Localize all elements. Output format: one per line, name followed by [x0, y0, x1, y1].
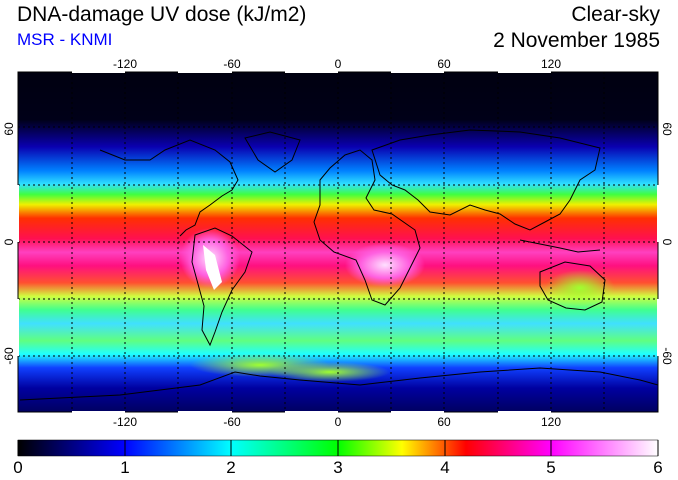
colorbar-label: 5	[546, 458, 556, 477]
colorbar-label: 1	[120, 458, 130, 477]
greenland-coast	[244, 131, 301, 173]
coastlines	[19, 129, 658, 401]
colorbar-label: 6	[653, 458, 663, 477]
colorbar-label: 3	[333, 458, 343, 477]
lat-label: 60	[2, 122, 16, 136]
graticule	[18, 72, 658, 412]
lon-label: 60	[437, 415, 451, 429]
latitude-labels-left: 60 0 -60	[2, 122, 16, 365]
lat-label: -60	[660, 347, 674, 365]
lat-label: -60	[2, 347, 16, 365]
antarctica-coast	[19, 367, 658, 401]
lon-label: -60	[223, 415, 241, 429]
indonesia-coast	[519, 239, 601, 253]
lon-label: -60	[223, 57, 241, 71]
date-label: 2 November 1985	[493, 29, 660, 52]
map-title: DNA-damage UV dose (kJ/m2)	[17, 3, 307, 26]
sky-condition-label: Clear-sky	[571, 3, 660, 26]
lon-label: 120	[541, 57, 561, 71]
latitude-labels-right: 60 0 -60	[660, 122, 674, 365]
north-america-coast	[99, 139, 239, 237]
colorbar-ticks	[17, 440, 659, 456]
australia-coast	[539, 261, 606, 311]
lat-label: 0	[660, 239, 674, 246]
south-america-coast	[191, 227, 253, 347]
frame-ticks	[17, 71, 659, 413]
lon-label: -120	[113, 57, 137, 71]
lon-label: 60	[437, 57, 451, 71]
europe-africa-coast	[313, 149, 421, 306]
data-source-label: MSR - KNMI	[17, 30, 113, 49]
lat-label: 0	[2, 238, 16, 245]
colorbar-label: 2	[226, 458, 236, 477]
lon-label: 0	[335, 57, 342, 71]
colorbar-label: 0	[13, 458, 23, 477]
lon-label: 0	[335, 415, 342, 429]
colorbar-label: 4	[440, 458, 450, 477]
longitude-labels-top: -120 -60 0 60 120	[113, 57, 561, 71]
longitude-labels-bottom: -120 -60 0 60 120	[113, 415, 561, 429]
lat-label: 60	[660, 122, 674, 136]
lon-label: -120	[113, 415, 137, 429]
asia-coast	[371, 129, 601, 231]
lon-label: 120	[541, 415, 561, 429]
